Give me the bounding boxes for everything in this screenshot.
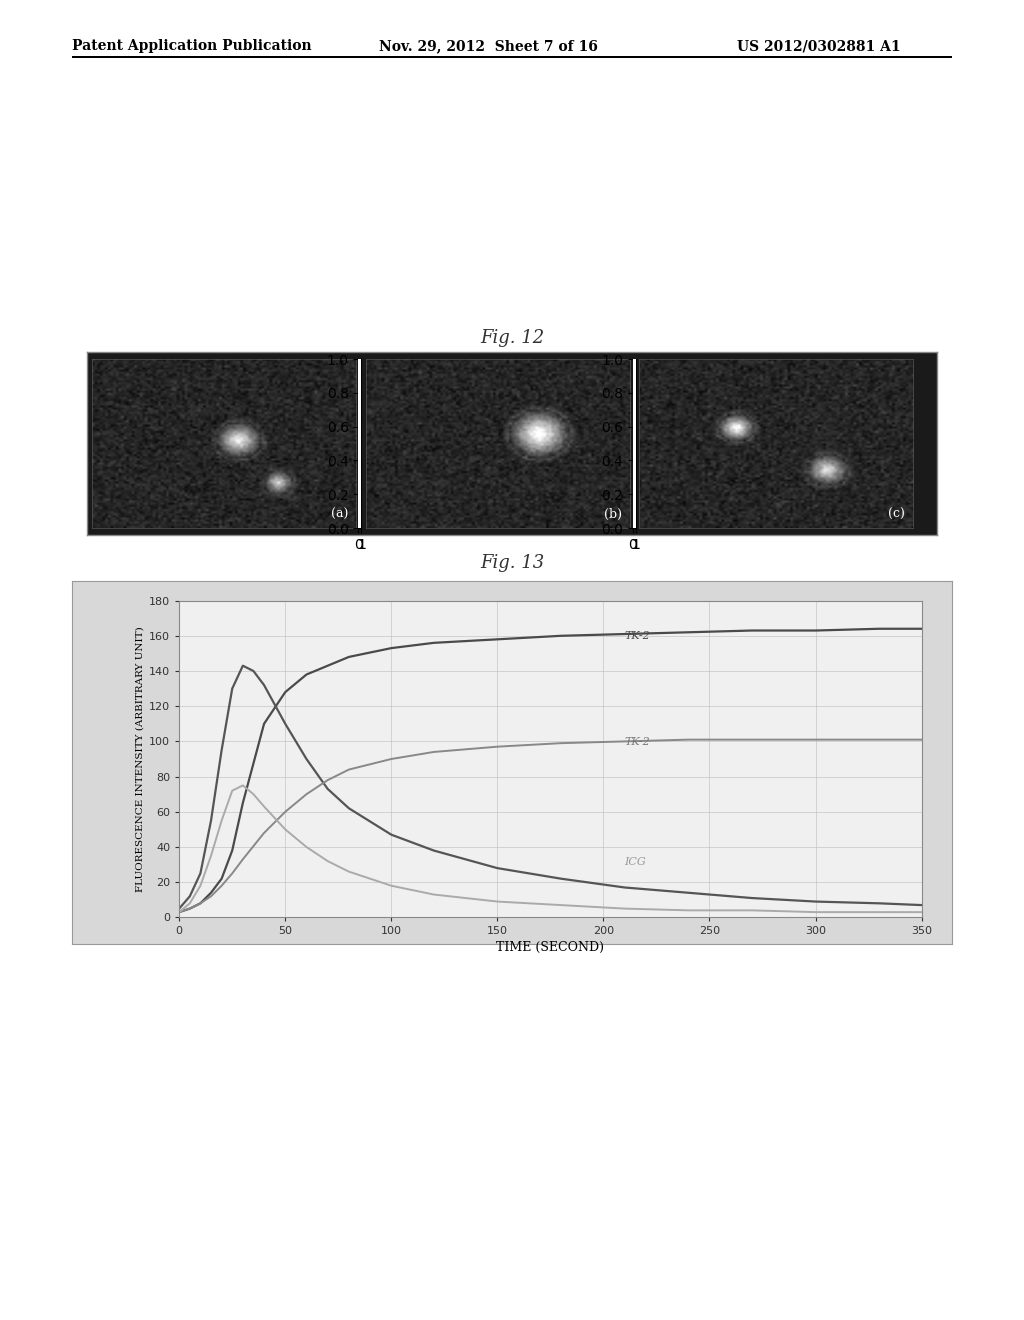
Text: TK-2: TK-2 xyxy=(625,631,650,642)
Text: ICG: ICG xyxy=(625,857,646,867)
Text: US 2012/0302881 A1: US 2012/0302881 A1 xyxy=(737,40,901,53)
X-axis label: TIME (SECOND): TIME (SECOND) xyxy=(497,941,604,953)
Text: Fig. 13: Fig. 13 xyxy=(480,553,544,572)
Text: Nov. 29, 2012  Sheet 7 of 16: Nov. 29, 2012 Sheet 7 of 16 xyxy=(379,40,598,53)
Text: Patent Application Publication: Patent Application Publication xyxy=(72,40,311,53)
Text: (b): (b) xyxy=(604,508,622,521)
Text: (a): (a) xyxy=(331,508,348,521)
Y-axis label: FLUORESCENCE INTENSITY (ARBITRARY UNIT): FLUORESCENCE INTENSITY (ARBITRARY UNIT) xyxy=(136,626,144,892)
Text: TK-2: TK-2 xyxy=(625,737,650,747)
Text: Fig. 12: Fig. 12 xyxy=(480,329,544,347)
Text: (c): (c) xyxy=(888,508,905,521)
